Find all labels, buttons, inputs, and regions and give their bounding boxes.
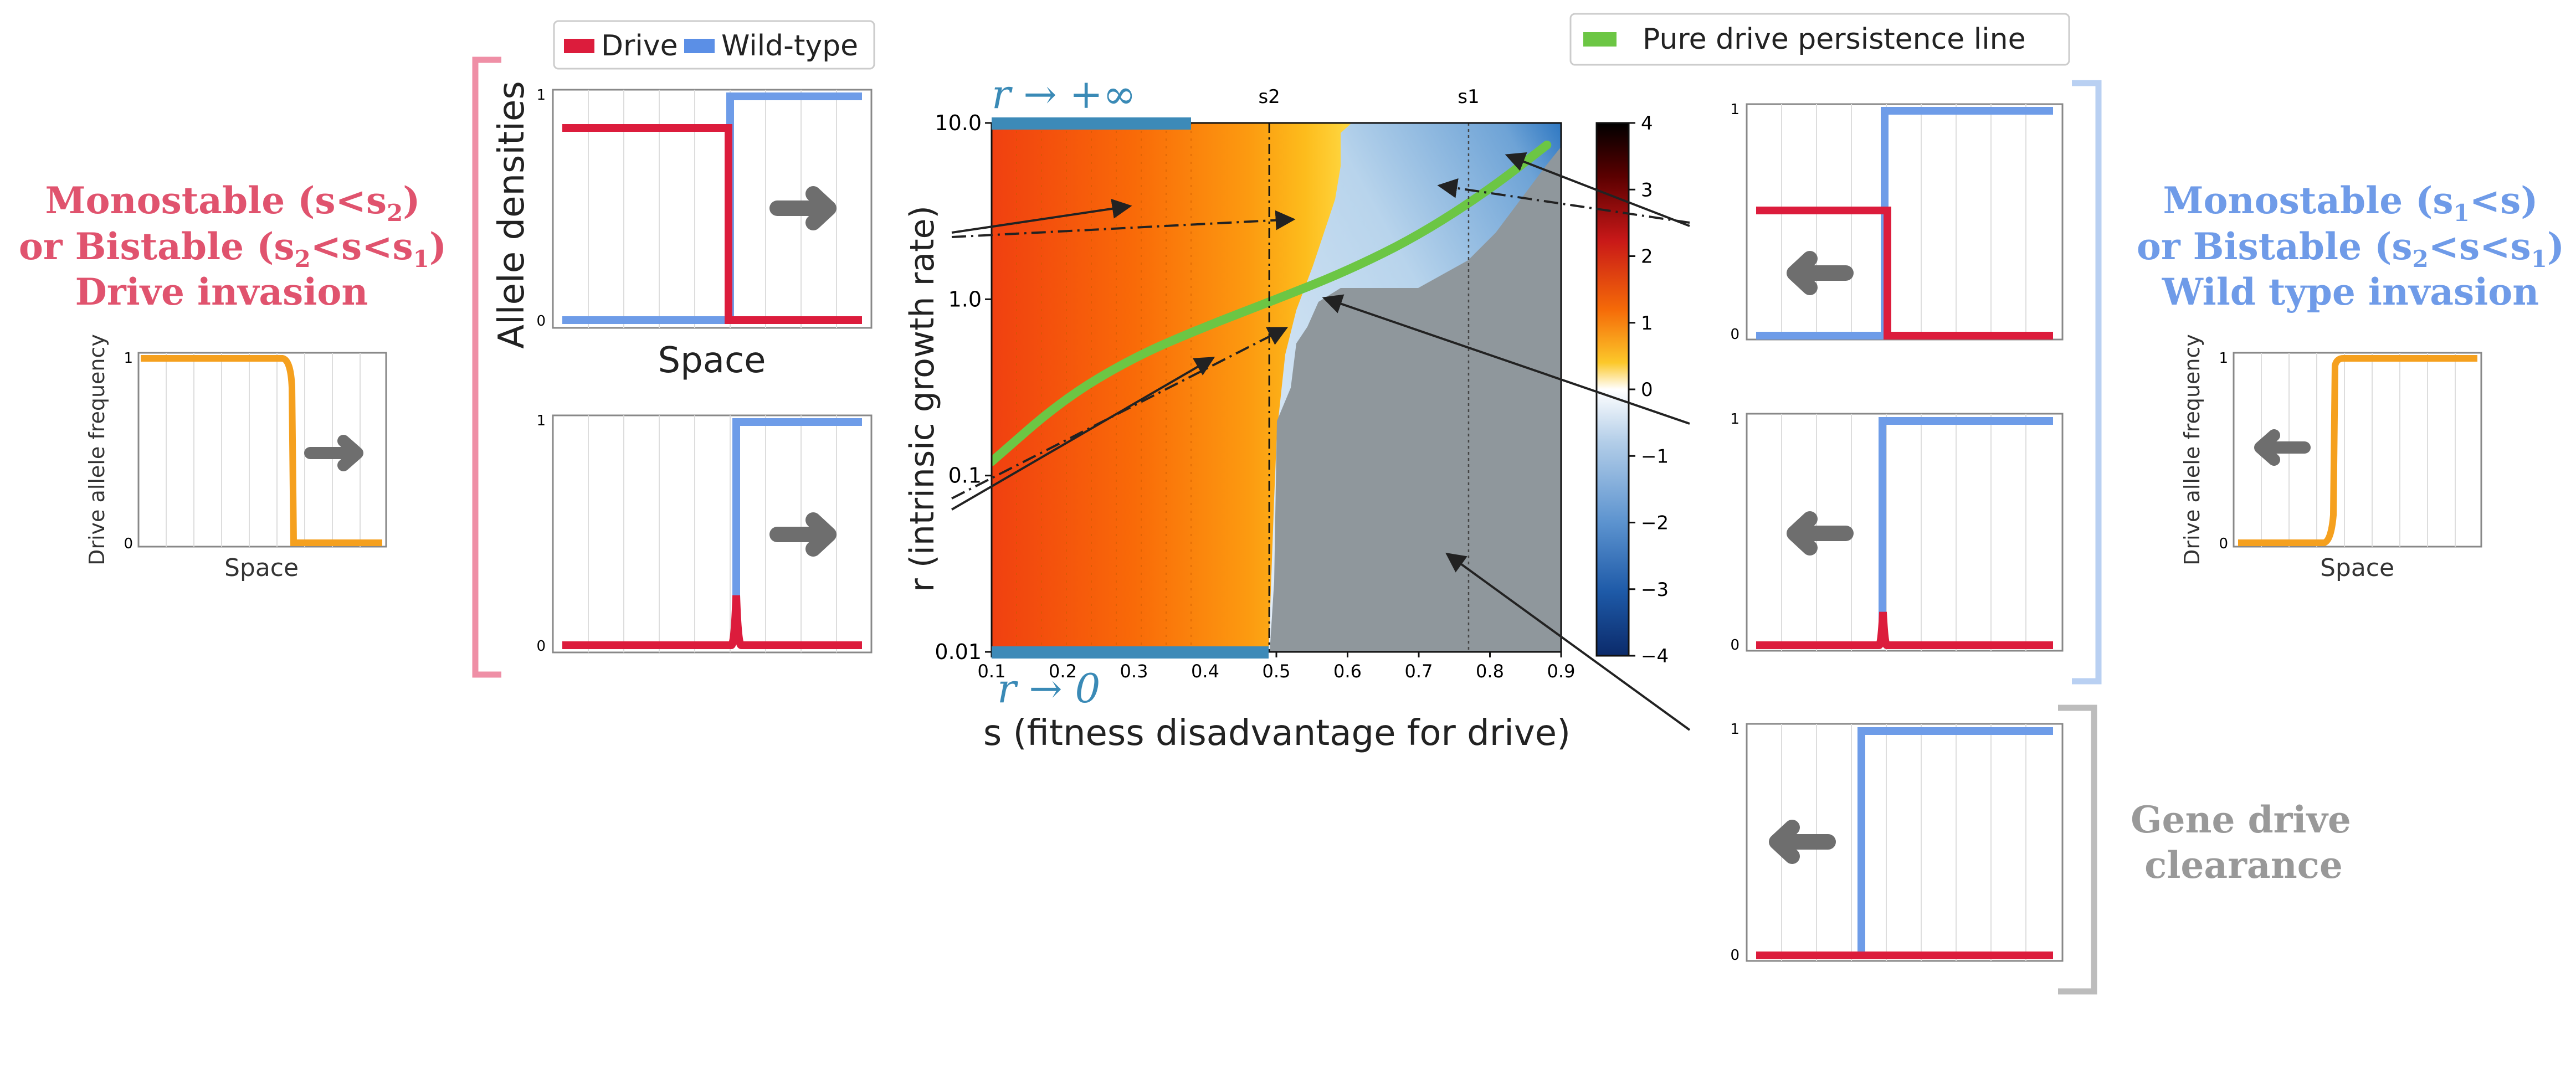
ytick-high: 1 xyxy=(536,87,546,104)
allele-panel-drive-invasion-top: 1 0 Allele densities Space xyxy=(491,81,873,381)
x-tick-label: 0.1 xyxy=(978,661,1006,682)
ytick-high: 1 xyxy=(1730,101,1739,118)
x-tick-label: 0.3 xyxy=(1120,661,1148,682)
y-tick-label: 0.01 xyxy=(935,640,982,664)
clearance-title-line1: Gene drive xyxy=(2131,798,2351,841)
persistence-legend: Pure drive persistence line xyxy=(1569,13,2070,66)
arrow-left-icon xyxy=(1787,511,1854,556)
x-tick-label: 0.9 xyxy=(1547,661,1576,682)
left-title-line3: Drive invasion xyxy=(75,270,368,313)
colorbar-tick-label: 0 xyxy=(1641,379,1653,401)
annotation-arrows xyxy=(951,152,1691,731)
r-zero-label: r → 0 xyxy=(997,665,1100,712)
colorbar-tick-label: −1 xyxy=(1641,445,1669,467)
allele-ylabel: Allele densities xyxy=(491,81,532,349)
drive-frequency-curve xyxy=(2238,355,2477,546)
x-tick-label: 0.8 xyxy=(1476,661,1504,682)
ytick-high: 1 xyxy=(1730,411,1739,428)
drive-frequency-curve xyxy=(141,355,382,546)
allele-panel-wild-invasion-bottom: 1 0 xyxy=(1730,411,2064,654)
left-frequency-panel: 1 0 Space Drive allele frequency xyxy=(85,334,387,582)
y-tick-label: 1.0 xyxy=(948,287,982,311)
colorbar-tick-label: 4 xyxy=(1641,112,1653,135)
allele-panel-drive-invasion-bottom: 1 0 xyxy=(536,413,873,655)
ytick-high: 1 xyxy=(536,413,546,429)
left-title: Monostable (s<s2) or Bistable (s2<s<s1) … xyxy=(19,179,447,313)
colorbar-tick-label: −3 xyxy=(1641,579,1669,601)
ytick-low: 0 xyxy=(536,313,546,330)
r-zero-bar xyxy=(992,646,1269,659)
x-ticks: 0.1 0.2 0.3 0.4 0.5 0.6 0.7 0.8 0.9 xyxy=(978,652,1576,682)
right-title-line3: Wild type invasion xyxy=(2162,270,2539,313)
colorbar-tick-label: −2 xyxy=(1641,512,1669,534)
legend-drive-label: Drive xyxy=(601,29,678,63)
ytick-low: 0 xyxy=(1730,947,1739,964)
allele-xlabel: Space xyxy=(658,340,766,381)
r-infinity-label: r → +∞ xyxy=(992,71,1136,117)
y-tick-label: 0.1 xyxy=(948,464,982,488)
main-ylabel: r (intrinsic growth rate) xyxy=(903,205,942,592)
freq-ylabel: Drive allele frequency xyxy=(2180,334,2204,565)
x-tick-label: 0.5 xyxy=(1263,661,1291,682)
ytick-high: 1 xyxy=(124,350,133,367)
main-heatmap: 0.1 0.2 0.3 0.4 0.5 0.6 0.7 0.8 0.9 0.010.11.010… xyxy=(903,71,1575,754)
allele-panel-clearance: 1 0 xyxy=(1730,721,2064,964)
clearance-title: Gene drive clearance xyxy=(2131,798,2351,887)
persistence-line xyxy=(992,140,1552,466)
arrow-right-icon xyxy=(304,435,363,471)
arrow-right-icon xyxy=(769,512,837,557)
right-bracket-blue xyxy=(2072,80,2102,685)
freq-xlabel: Space xyxy=(2320,554,2394,582)
arrow-left-icon xyxy=(1787,251,1854,295)
left-bracket xyxy=(472,56,501,678)
allele-legend: Drive Wild-type xyxy=(553,20,875,70)
right-bracket-grey xyxy=(2058,704,2097,995)
ytick-low: 0 xyxy=(124,536,133,552)
x-tick-label: 0.7 xyxy=(1405,661,1433,682)
colorbar-tick-label: −4 xyxy=(1641,645,1669,667)
main-xlabel: s (fitness disadvantage for drive) xyxy=(983,713,1571,754)
ytick-low: 0 xyxy=(2219,536,2228,552)
x-tick-label: 0.2 xyxy=(1049,661,1077,682)
colorbar-tick-label: 3 xyxy=(1641,179,1653,201)
s1-label: s1 xyxy=(1458,86,1479,108)
colorbar: 4 3 2 1 0 −1 −2 −3 −4 xyxy=(1595,112,1669,667)
ytick-high: 1 xyxy=(2219,350,2228,367)
y-tick-label: 10.0 xyxy=(935,111,982,135)
right-title-line1: Monostable (s1<s) xyxy=(2163,179,2538,227)
ytick-low: 0 xyxy=(1730,637,1739,654)
legend-wild-label: Wild-type xyxy=(721,29,858,63)
colorbar-tick-label: 2 xyxy=(1641,246,1653,268)
arrow-left-icon xyxy=(1769,820,1836,864)
r-infinity-bar xyxy=(992,117,1191,130)
ytick-low: 0 xyxy=(1730,326,1739,343)
clearance-title-line2: clearance xyxy=(2144,844,2343,887)
y-ticks: 0.01 0.1 1.0 10.0 xyxy=(935,111,992,664)
legend-line-label: Pure drive persistence line xyxy=(1643,23,2026,56)
allele-panel-wild-invasion-top: 1 0 xyxy=(1730,101,2064,343)
s2-label: s2 xyxy=(1258,86,1280,108)
freq-xlabel: Space xyxy=(224,554,299,582)
colorbar-tick-label: 1 xyxy=(1641,312,1653,335)
left-title-line1: Monostable (s<s2) xyxy=(45,179,420,227)
right-title: Monostable (s1<s) or Bistable (s2<s<s1) … xyxy=(2137,179,2564,313)
x-tick-label: 0.4 xyxy=(1191,661,1219,682)
ytick-low: 0 xyxy=(536,638,546,655)
arrow-left-icon xyxy=(2254,429,2311,466)
left-title-line2: or Bistable (s2<s<s1) xyxy=(19,225,447,272)
grey-clearance-region xyxy=(1270,147,1561,652)
arrow-right-icon xyxy=(769,186,837,230)
x-tick-label: 0.6 xyxy=(1333,661,1362,682)
freq-ylabel: Drive allele frequency xyxy=(85,334,109,565)
right-frequency-panel: 1 0 Space Drive allele frequency xyxy=(2180,334,2482,582)
right-title-line2: or Bistable (s2<s<s1) xyxy=(2137,225,2564,272)
ytick-high: 1 xyxy=(1730,721,1739,738)
